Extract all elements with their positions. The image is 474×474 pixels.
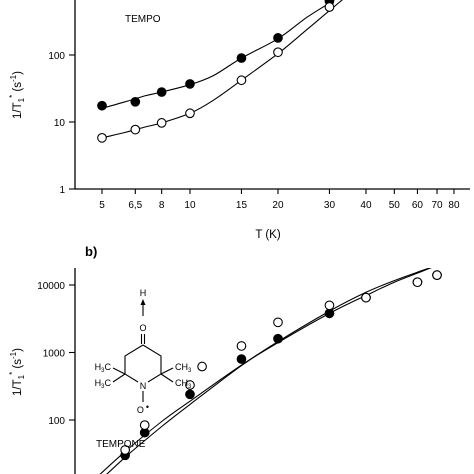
- data-point-open: [130, 124, 141, 135]
- data-point-filled: [236, 53, 247, 63]
- panel-b-y-axis-label: 1/T1* (s-1): [8, 348, 26, 396]
- x-tick-label: 10: [184, 200, 196, 211]
- fit-line: [101, 0, 335, 109]
- x-tick-label: 5: [99, 200, 105, 211]
- x-tick-label: 6,5: [128, 200, 142, 211]
- panel-a-points: [97, 0, 335, 143]
- molecule-methyl-4: CH3: [175, 378, 192, 390]
- data-point-filled: [273, 33, 283, 43]
- molecule-methyl-2: H3C: [95, 378, 112, 390]
- x-tick-label: 50: [389, 200, 401, 211]
- x-tick-label: 40: [360, 200, 372, 211]
- y-tick-label: 10: [54, 118, 66, 129]
- data-point-open: [324, 2, 335, 12]
- molecule-methyl-bond-4: [160, 373, 174, 383]
- data-point-open: [361, 292, 371, 303]
- y-tick-label: 10000: [37, 281, 65, 292]
- y-tick-label: 1000: [43, 349, 66, 360]
- x-tick-label: 30: [324, 200, 336, 211]
- data-point-filled: [273, 333, 283, 344]
- panel-a-y-axis-label: 1/T1* (s-1): [8, 71, 26, 119]
- data-point-open: [273, 47, 283, 58]
- data-point-open: [120, 445, 130, 455]
- y-tick-label: 100: [48, 51, 65, 62]
- panel-b-points: [120, 270, 442, 461]
- molecule-ring-right: [142, 344, 162, 383]
- data-point-open: [139, 420, 150, 430]
- molecule-methyl-1: H3C: [95, 362, 112, 374]
- tempone-molecule-structure: H O N O • H3C H3C CH3 CH3: [95, 288, 192, 415]
- data-point-filled: [97, 100, 107, 111]
- data-point-open: [97, 133, 107, 143]
- panel-b-label: b): [85, 244, 97, 259]
- y-tick-label: 1: [59, 185, 65, 196]
- molecule-arrowhead: [140, 299, 146, 305]
- data-point-filled: [185, 389, 195, 400]
- data-point-filled: [324, 308, 335, 319]
- panel-a-chart: TEMPO 5 6,5 8 10 15 20 30 40 50 60 70 80 1 10 100 T (…: [8, 0, 470, 241]
- molecule-methyl-bond-1: [112, 367, 126, 375]
- data-point-open: [236, 341, 247, 351]
- data-point-open: [197, 361, 207, 372]
- y-tick-label: 100: [48, 416, 65, 427]
- panel-b-y-ticks: 100 1000 10000: [37, 281, 75, 427]
- molecule-n: N: [140, 381, 147, 391]
- panel-a-y-ticks: 1 10 100: [48, 51, 75, 196]
- data-point-open: [273, 317, 283, 328]
- data-point-open: [185, 380, 195, 390]
- data-point-filled: [156, 87, 167, 97]
- x-tick-label: 70: [431, 200, 443, 211]
- panel-a-x-ticks: 5 6,5 8 10 15 20 30 40 50 60 70 80: [99, 189, 460, 211]
- x-tick-label: 80: [448, 200, 460, 211]
- molecule-methyl-bond-2: [112, 373, 126, 383]
- x-tick-label: 15: [236, 200, 248, 211]
- molecule-methyl-3: CH3: [175, 362, 192, 374]
- molecule-ring: [124, 344, 144, 383]
- molecule-carbonyl-o: O: [139, 323, 146, 333]
- molecule-methyl-bond-3: [160, 367, 174, 375]
- x-tick-label: 20: [272, 200, 284, 211]
- data-point-open: [156, 118, 167, 128]
- data-point-open: [185, 108, 195, 119]
- x-tick-label: 60: [412, 200, 424, 211]
- molecule-oxyl: O •: [137, 402, 149, 415]
- fit-line: [99, 268, 432, 474]
- fit-line: [106, 268, 432, 474]
- panel-b-fit-lines: [99, 268, 432, 474]
- panel-b-annotation: TEMPONE: [96, 439, 146, 450]
- data-point-open: [324, 300, 335, 311]
- panel-b-chart: b) 100 1000 10000 TEMPONE 1/T1* (s-1) H O …: [8, 244, 442, 474]
- data-point-filled: [236, 354, 247, 364]
- data-point-filled: [130, 96, 141, 107]
- data-point-filled: [185, 79, 195, 89]
- data-point-open: [432, 270, 442, 280]
- panel-a-x-axis-label: T (K): [255, 229, 281, 241]
- panel-a-annotation: TEMPO: [125, 14, 161, 25]
- x-tick-label: 8: [159, 200, 165, 211]
- data-point-open: [236, 75, 247, 86]
- molecule-h-label: H: [140, 288, 147, 298]
- data-point-open: [412, 277, 423, 288]
